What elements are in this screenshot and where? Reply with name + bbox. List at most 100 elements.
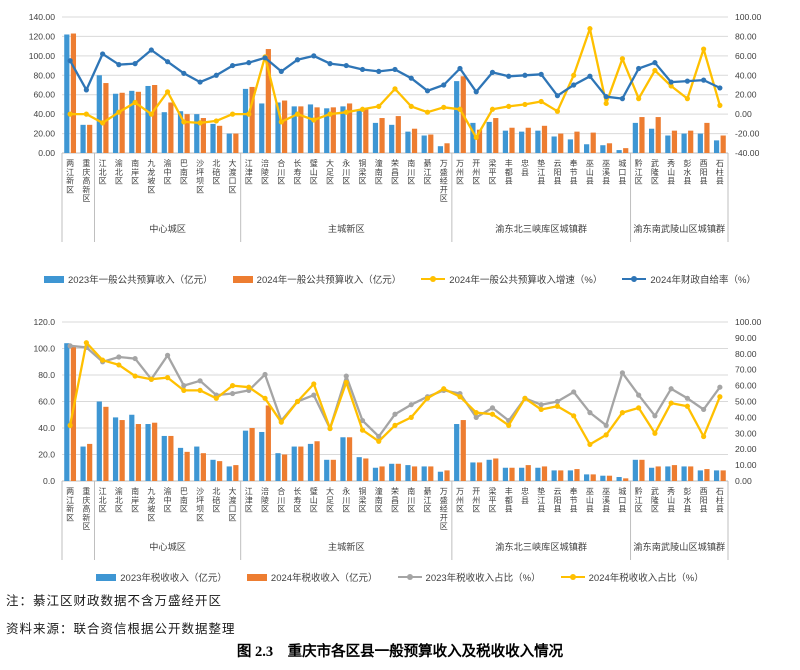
svg-text:20.0: 20.0 (38, 450, 55, 460)
svg-text:垫江县: 垫江县 (537, 486, 545, 514)
svg-text:北碚区: 北碚区 (212, 159, 220, 186)
svg-text:80.00: 80.00 (735, 349, 757, 359)
group-axis: 中心城区 主城新区 渝东北三峡库区城镇群 渝东南武陵山区城镇群 (61, 153, 729, 242)
line-series-1 (67, 47, 723, 102)
svg-text:沙坪坝区: 沙坪坝区 (196, 159, 204, 194)
legend-item-2: 2024年一般公共预算收入增速（%） (421, 272, 602, 286)
budget-chart-legend: 2023年一般公共预算收入（亿元） 2024年一般公共预算收入（亿元） 2024年一… (0, 272, 800, 286)
line-series-0 (67, 26, 723, 141)
svg-text:重庆高新区: 重庆高新区 (82, 486, 90, 531)
legend-item-0: 2023年税收收入（亿元） (96, 570, 227, 584)
svg-text:荣昌区: 荣昌区 (391, 486, 399, 514)
svg-text:50.00: 50.00 (735, 397, 757, 407)
svg-text:梁平区: 梁平区 (488, 159, 496, 186)
svg-text:云阳县: 云阳县 (553, 159, 561, 186)
svg-text:40.00: 40.00 (33, 109, 55, 119)
svg-text:石柱县: 石柱县 (716, 487, 724, 514)
svg-text:江北区: 江北区 (99, 487, 107, 514)
svg-text:丰都县: 丰都县 (505, 158, 513, 186)
svg-text:0.00: 0.00 (38, 148, 55, 158)
svg-text:铜梁区: 铜梁区 (359, 158, 367, 186)
svg-text:城口县: 城口县 (618, 159, 626, 186)
svg-text:彭水县: 彭水县 (683, 486, 691, 514)
svg-text:90.00: 90.00 (735, 333, 757, 343)
svg-text:30.00: 30.00 (735, 428, 757, 438)
figure-source: 资料来源：联合资信根据公开数据整理 (6, 622, 236, 636)
svg-text:武隆区: 武隆区 (651, 158, 659, 186)
svg-text:长寿区: 长寿区 (294, 486, 302, 514)
svg-text:100.00: 100.00 (29, 51, 56, 61)
svg-text:80.00: 80.00 (735, 31, 757, 41)
svg-text:南岸区: 南岸区 (131, 486, 139, 514)
legend-item-1: 2024年一般公共预算收入（亿元） (232, 272, 402, 286)
svg-text:大足区: 大足区 (326, 158, 334, 186)
svg-text:60.00: 60.00 (735, 381, 757, 391)
svg-text:大渡口区: 大渡口区 (229, 158, 237, 194)
svg-text:100.00: 100.00 (735, 12, 762, 22)
svg-text:重庆高新区: 重庆高新区 (82, 158, 90, 203)
svg-text:大足区: 大足区 (326, 486, 334, 514)
svg-text:长寿区: 长寿区 (294, 158, 302, 186)
svg-text:渝北区: 渝北区 (115, 158, 123, 186)
svg-text:20.00: 20.00 (33, 129, 55, 139)
svg-text:南川区: 南川区 (407, 158, 415, 186)
svg-text:璧山区: 璧山区 (310, 486, 318, 514)
svg-text:潼南区: 潼南区 (375, 158, 383, 186)
svg-text:0.00: 0.00 (735, 109, 752, 119)
svg-text:10.00: 10.00 (735, 460, 757, 470)
svg-text:合川区: 合川区 (277, 158, 285, 186)
legend-label: 2023年税收收入占比（%） (425, 573, 541, 584)
tax-chart-legend: 2023年税收收入（亿元） 2024年税收收入（亿元） 2023年税收收入占比（%）… (0, 570, 800, 584)
svg-text:黔江区: 黔江区 (635, 158, 643, 186)
line-series-1 (67, 340, 723, 448)
tax-revenue-chart: 0.0 20.0 40.0 60.0 80.0 100.0 120.0 0.00 10.00 20… (33, 317, 762, 560)
svg-text:100.0: 100.0 (33, 344, 55, 354)
svg-text:巴南区: 巴南区 (180, 159, 188, 186)
svg-text:120.0: 120.0 (33, 317, 55, 327)
legend-bar-swatch (44, 275, 65, 283)
legend-item-1: 2024年税收收入（亿元） (246, 570, 378, 584)
bars-series-0 (64, 34, 720, 153)
legend-item-3: 2024年财政自给率（%） (622, 272, 756, 286)
svg-text:80.00: 80.00 (33, 70, 55, 80)
svg-text:巫山县: 巫山县 (586, 159, 594, 186)
svg-text:两江新区: 两江新区 (66, 159, 74, 194)
legend-label: 2024年一般公共预算收入（亿元） (256, 275, 402, 286)
svg-text:永川区: 永川区 (342, 158, 350, 186)
svg-text:主城新区: 主城新区 (328, 541, 365, 552)
svg-text:潼南区: 潼南区 (375, 486, 383, 514)
legend-item-0: 2023年一般公共预算收入（亿元） (44, 272, 213, 286)
bars-series-1 (70, 33, 726, 154)
svg-text:丰都县: 丰都县 (505, 486, 513, 514)
legend-line-swatch (397, 573, 422, 581)
svg-text:-20.00: -20.00 (735, 129, 760, 139)
svg-text:北碚区: 北碚区 (212, 487, 220, 514)
svg-text:60.00: 60.00 (735, 51, 757, 61)
svg-text:巫山县: 巫山县 (586, 487, 594, 514)
svg-text:渝东南武陵山区城镇群: 渝东南武陵山区城镇群 (633, 541, 725, 552)
svg-text:80.0: 80.0 (38, 370, 55, 380)
budget-revenue-chart: 0.00 20.00 40.00 60.00 80.00 100.00 120.00 140.… (29, 12, 762, 242)
svg-text:开州区: 开州区 (472, 159, 480, 186)
figure-note: 注：綦江区财政数据不含万盛经开区 (6, 594, 223, 608)
svg-text:40.00: 40.00 (735, 70, 757, 80)
svg-text:-40.00: -40.00 (735, 148, 760, 158)
svg-text:中心城区: 中心城区 (149, 541, 186, 552)
svg-text:万盛经开区: 万盛经开区 (440, 159, 448, 203)
svg-text:永川区: 永川区 (342, 486, 350, 514)
svg-text:40.00: 40.00 (735, 412, 757, 422)
svg-text:铜梁区: 铜梁区 (359, 486, 367, 514)
svg-text:60.00: 60.00 (33, 90, 55, 100)
svg-text:大渡口区: 大渡口区 (229, 486, 237, 522)
svg-text:武隆区: 武隆区 (651, 486, 659, 514)
legend-label: 2024年税收收入占比（%） (588, 573, 704, 584)
svg-text:渝东北三峡库区城镇群: 渝东北三峡库区城镇群 (495, 223, 587, 234)
svg-text:0.00: 0.00 (735, 476, 752, 486)
right-axis-labels: -40.00 -20.00 0.00 20.00 40.00 60.00 80.00 100.… (735, 12, 762, 158)
left-axis-labels: 0.00 20.00 40.00 60.00 80.00 100.00 120.00 140.… (29, 12, 56, 158)
svg-text:彭水县: 彭水县 (683, 158, 691, 186)
svg-text:中心城区: 中心城区 (149, 223, 186, 234)
svg-text:渝东北三峡库区城镇群: 渝东北三峡库区城镇群 (495, 541, 587, 552)
